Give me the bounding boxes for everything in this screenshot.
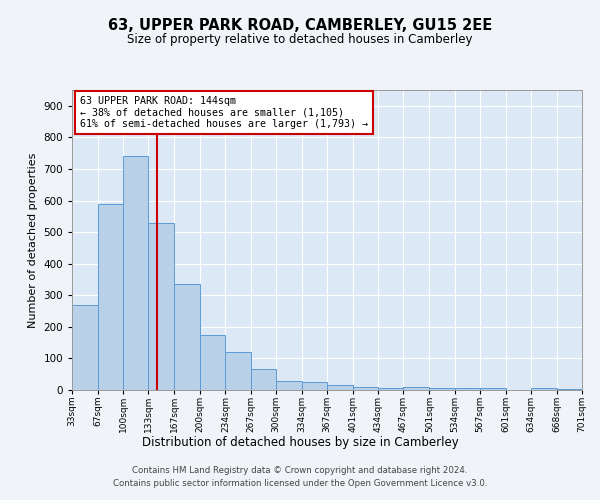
Bar	[199, 334, 226, 390]
Bar	[557, 389, 582, 390]
Bar	[403, 387, 430, 390]
Bar	[175, 284, 200, 390]
Bar	[148, 222, 175, 390]
Bar	[226, 352, 251, 390]
Bar	[276, 380, 302, 390]
Bar	[479, 388, 506, 390]
Bar	[72, 304, 98, 390]
Text: 63 UPPER PARK ROAD: 144sqm
← 38% of detached houses are smaller (1,105)
61% of s: 63 UPPER PARK ROAD: 144sqm ← 38% of deta…	[80, 96, 368, 129]
Text: Distribution of detached houses by size in Camberley: Distribution of detached houses by size …	[142, 436, 458, 449]
Bar	[455, 388, 479, 390]
Bar	[302, 382, 327, 390]
Bar	[430, 388, 455, 390]
Bar	[353, 387, 378, 390]
Bar	[327, 386, 353, 390]
Bar	[251, 370, 276, 390]
Text: 63, UPPER PARK ROAD, CAMBERLEY, GU15 2EE: 63, UPPER PARK ROAD, CAMBERLEY, GU15 2EE	[108, 18, 492, 32]
Y-axis label: Number of detached properties: Number of detached properties	[28, 152, 38, 328]
Bar	[123, 156, 148, 390]
Bar	[531, 388, 557, 390]
Text: Contains HM Land Registry data © Crown copyright and database right 2024.
Contai: Contains HM Land Registry data © Crown c…	[113, 466, 487, 487]
Text: Size of property relative to detached houses in Camberley: Size of property relative to detached ho…	[127, 32, 473, 46]
Bar	[378, 388, 403, 390]
Bar	[98, 204, 123, 390]
